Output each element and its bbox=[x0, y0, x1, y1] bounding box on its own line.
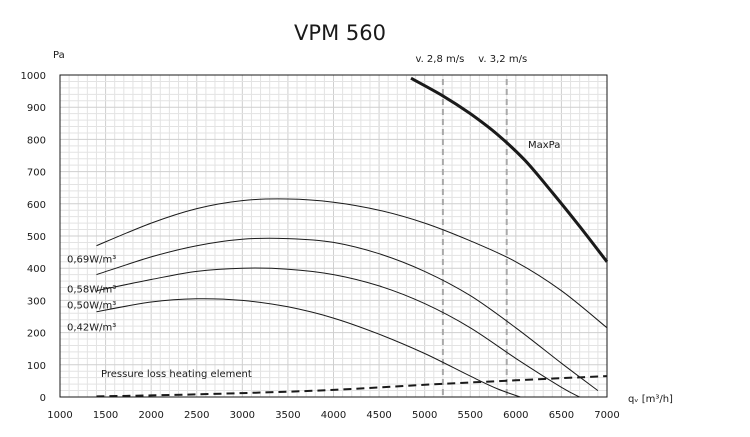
maxpa-curve bbox=[410, 76, 609, 263]
x-tick-label: 6000 bbox=[503, 410, 528, 421]
y-tick-label: 800 bbox=[27, 135, 46, 146]
y-tick-label: 100 bbox=[27, 361, 46, 372]
x-axis-label: qᵥ [m³/h] bbox=[628, 394, 673, 405]
x-tick-label: 2500 bbox=[184, 410, 209, 421]
y-tick-label: 700 bbox=[27, 168, 46, 179]
velocity-reference-label: v. 3,2 m/s bbox=[478, 54, 527, 65]
x-tick-label: 2000 bbox=[138, 410, 163, 421]
axis-ticks: 1000 1500 2000 2500 3000 3500 4000 4500 5000 5500… bbox=[21, 71, 620, 421]
x-tick-label: 3000 bbox=[230, 410, 255, 421]
y-tick-label: 600 bbox=[27, 200, 46, 211]
pressure-loss-label: Pressure loss heating element bbox=[101, 369, 252, 380]
efficiency-label: 0,69W/m³ bbox=[67, 255, 116, 266]
maxpa-label: MaxPa bbox=[528, 140, 560, 151]
series-labels: 0,69W/m³ 0,58W/m³ 0,50W/m³ 0,42W/m³ MaxPa Pre… bbox=[67, 140, 560, 380]
chart-title: VPM 560 bbox=[294, 21, 386, 45]
x-tick-label: 3500 bbox=[275, 410, 300, 421]
y-tick-label: 900 bbox=[27, 103, 46, 114]
x-tick-label: 5500 bbox=[458, 410, 483, 421]
efficiency-curve bbox=[96, 298, 521, 398]
x-tick-label: 5000 bbox=[412, 410, 437, 421]
grid bbox=[60, 75, 607, 397]
y-tick-label: 200 bbox=[27, 329, 46, 340]
x-tick-label: 6500 bbox=[549, 410, 574, 421]
pressure-loss-line bbox=[96, 375, 608, 398]
efficiency-label: 0,50W/m³ bbox=[67, 301, 116, 312]
y-axis-label: Pa bbox=[53, 50, 65, 61]
y-tick-label: 400 bbox=[27, 264, 46, 275]
efficiency-label: 0,42W/m³ bbox=[67, 323, 116, 334]
efficiency-curve bbox=[96, 267, 580, 398]
y-tick-label: 500 bbox=[27, 232, 46, 243]
y-tick-label: 300 bbox=[27, 296, 46, 307]
x-tick-label: 1000 bbox=[47, 410, 72, 421]
efficiency-curve bbox=[96, 198, 608, 329]
x-tick-label: 7000 bbox=[594, 410, 619, 421]
plot-frame bbox=[59, 74, 608, 398]
efficiency-curve bbox=[96, 237, 599, 391]
x-tick-label: 4000 bbox=[321, 410, 346, 421]
y-tick-label: 1000 bbox=[21, 71, 46, 82]
x-tick-label: 4500 bbox=[366, 410, 391, 421]
x-tick-label: 1500 bbox=[93, 410, 118, 421]
reference-lines: v. 2,8 m/s v. 3,2 m/s bbox=[415, 54, 527, 397]
y-tick-label: 0 bbox=[40, 393, 46, 404]
velocity-reference-label: v. 2,8 m/s bbox=[415, 54, 464, 65]
series-lines bbox=[96, 76, 609, 398]
efficiency-label: 0,58W/m³ bbox=[67, 285, 116, 296]
